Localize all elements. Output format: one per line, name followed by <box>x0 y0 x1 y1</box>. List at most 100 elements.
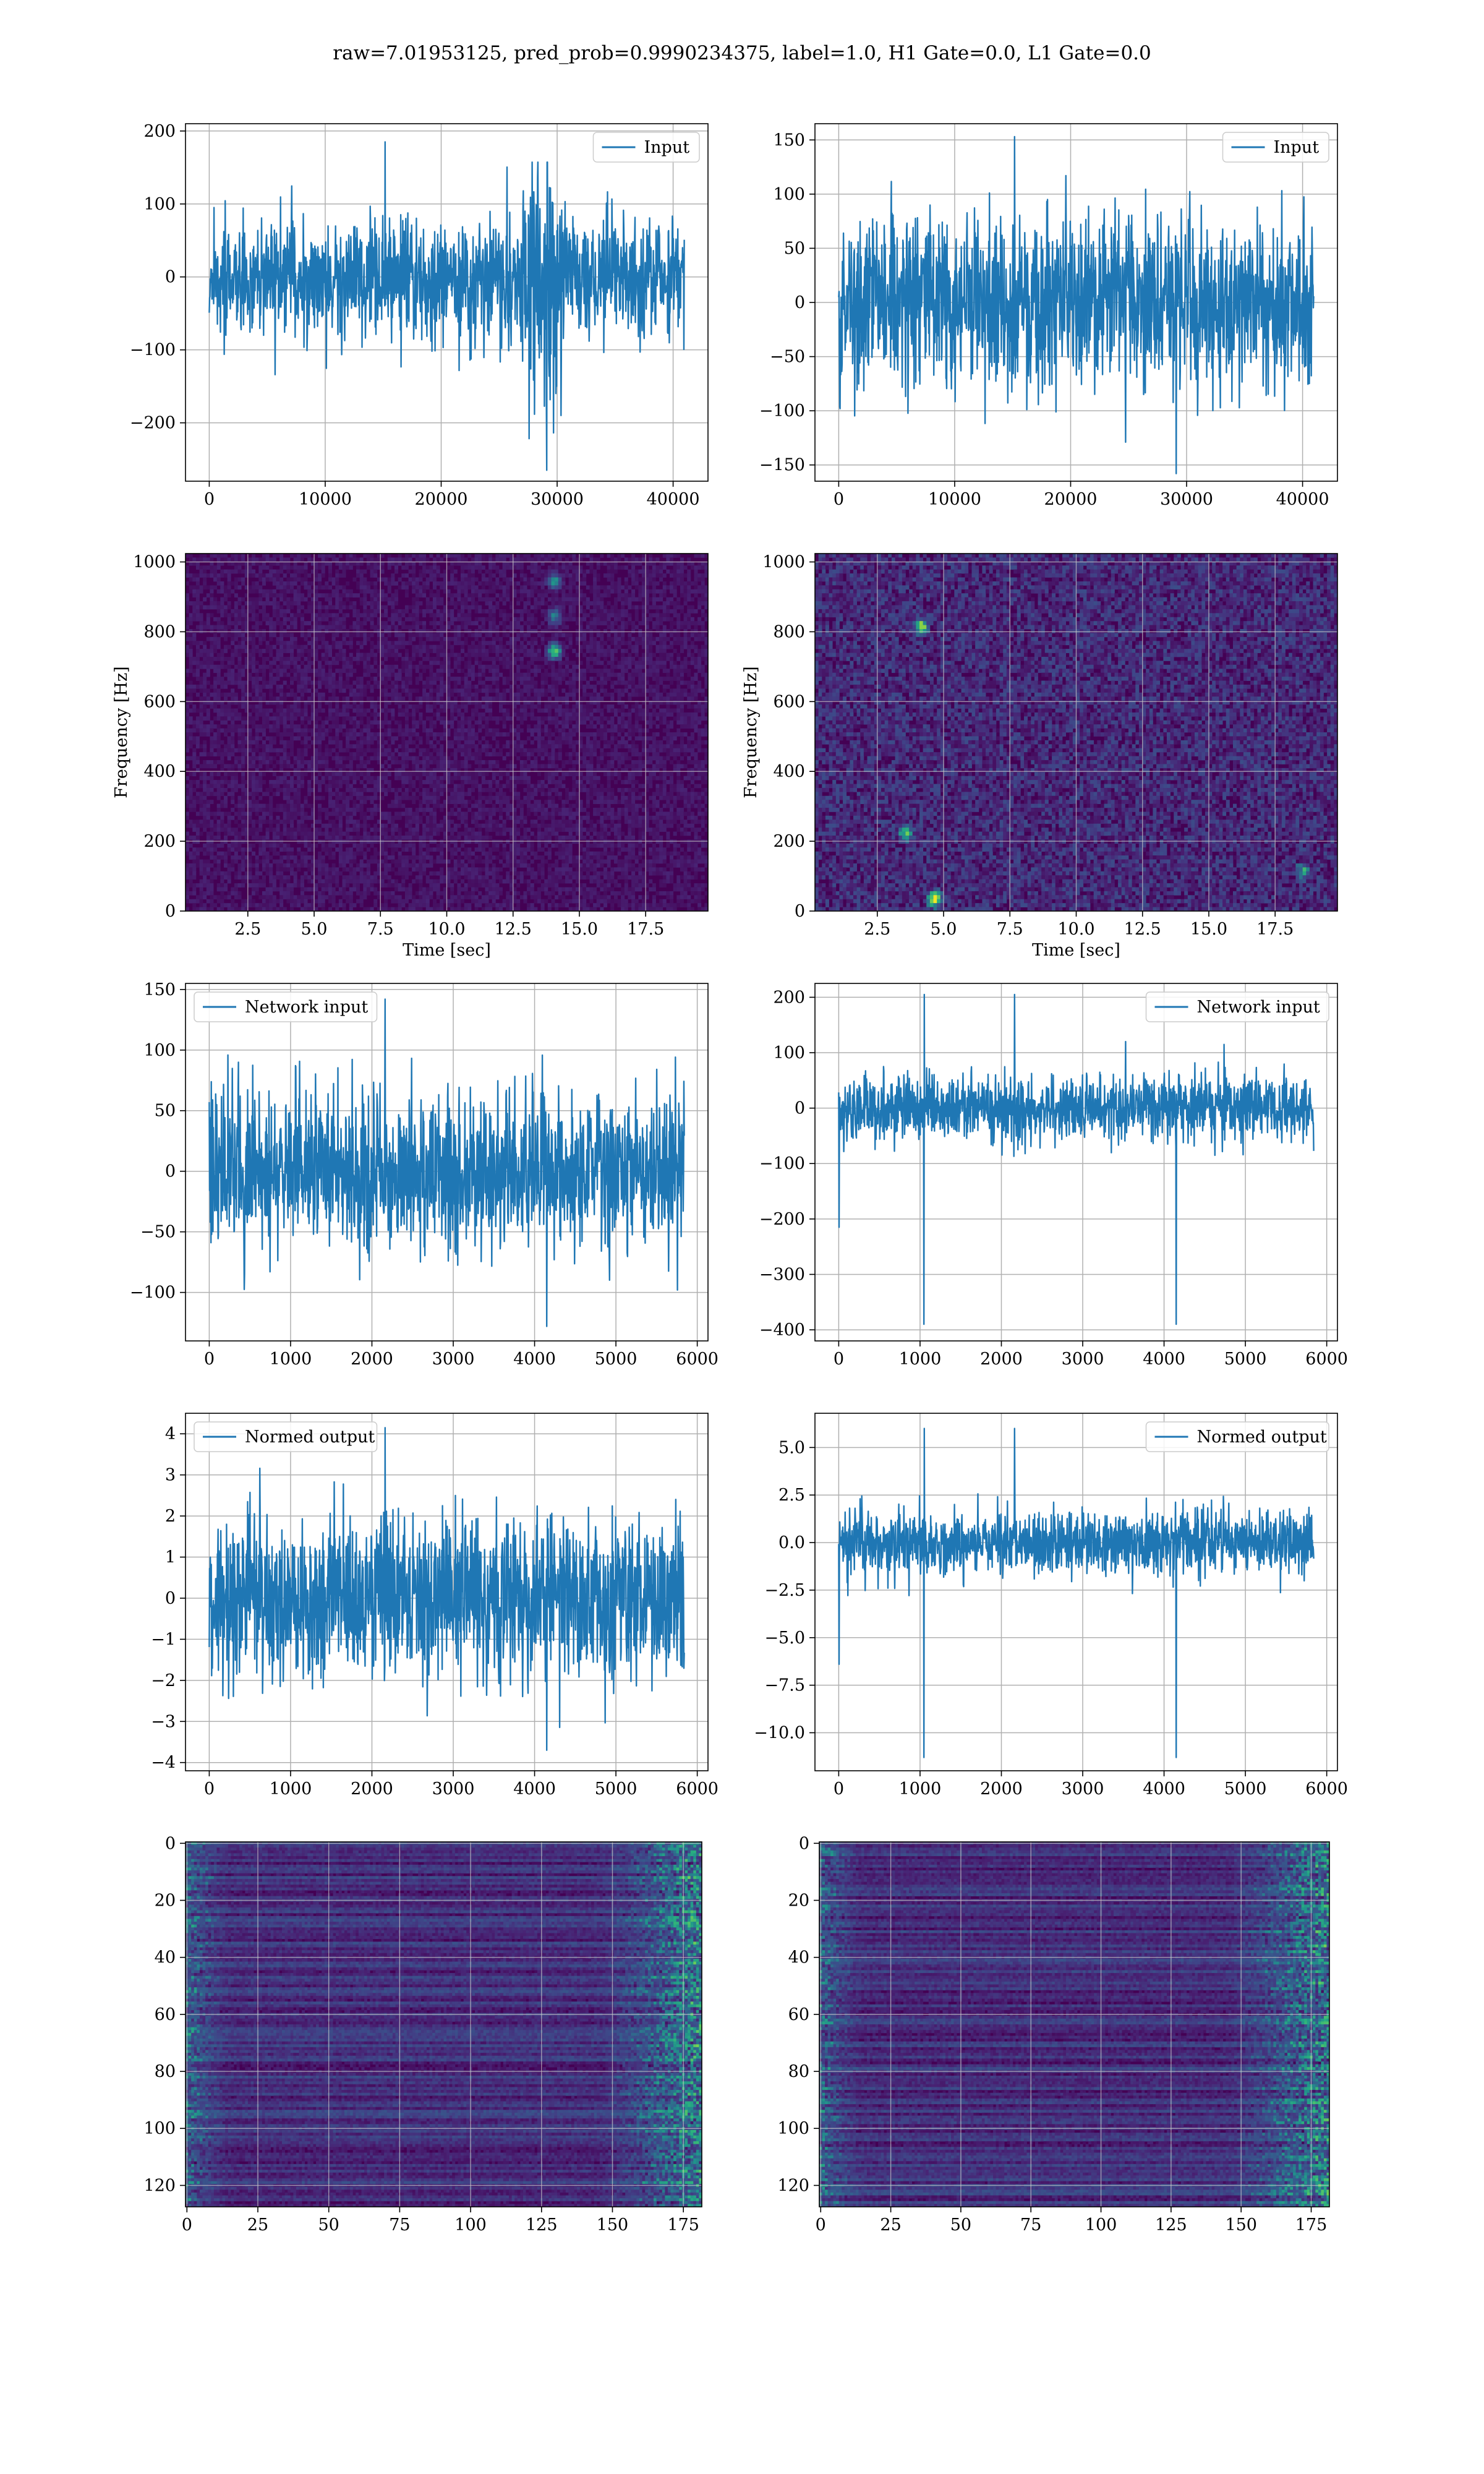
x-tick-label: 100 <box>454 2215 487 2235</box>
x-tick-label: 6000 <box>1305 1350 1348 1369</box>
y-tick-label: 800 <box>773 622 805 641</box>
y-tick-label: 600 <box>773 692 805 711</box>
x-tick-label: 20000 <box>415 490 468 509</box>
plot-area <box>815 554 1337 911</box>
y-tick-label: −1 <box>151 1630 176 1649</box>
y-tick-label: 200 <box>773 988 805 1007</box>
x-tick-label: 10.0 <box>1057 920 1094 939</box>
plot-area <box>186 124 708 481</box>
y-tick-label: −100 <box>759 1154 805 1173</box>
y-tick-label: −4 <box>151 1753 176 1773</box>
plot-area <box>186 1842 702 2207</box>
x-tick-label: 6000 <box>1305 1779 1348 1799</box>
y-tick-label: 60 <box>155 2005 176 2024</box>
y-tick-label: −100 <box>130 1283 176 1303</box>
y-tick-label: 80 <box>155 2062 176 2081</box>
x-tick-label: 2000 <box>351 1350 393 1369</box>
legend-label: Normed output <box>245 1427 375 1447</box>
x-tick-label: 5000 <box>1224 1350 1267 1369</box>
y-tick-label: −150 <box>759 456 805 475</box>
plot-area <box>815 983 1337 1341</box>
y-tick-label: 800 <box>143 622 176 641</box>
y-tick-label: −400 <box>759 1320 805 1340</box>
y-tick-label: 1 <box>165 1548 176 1567</box>
plot-area <box>815 1413 1337 1771</box>
series-line <box>209 142 684 471</box>
y-tick-label: 150 <box>773 131 805 150</box>
x-tick-label: 15.0 <box>1190 920 1227 939</box>
series-line <box>209 999 684 1327</box>
chart-l1-network-input: 0 1000 2000 3000 4000 5000 6000−400−300−200−10… <box>759 983 1348 1369</box>
plot-area <box>186 554 708 911</box>
y-tick-label: 100 <box>777 2119 809 2138</box>
x-tick-label: 150 <box>1225 2215 1257 2235</box>
x-tick-label: 4000 <box>1143 1779 1185 1799</box>
y-tick-label: 200 <box>143 832 176 851</box>
y-tick-label: 2 <box>165 1507 176 1526</box>
x-tick-label: 4000 <box>513 1779 556 1799</box>
x-tick-label: 100 <box>1085 2215 1117 2235</box>
x-tick-label: 17.5 <box>627 920 664 939</box>
chart-h1-spectrogram: 2.5 5.0 7.5 10.0 12.5 15.0 17.5020040060080010… <box>112 553 708 960</box>
chart-l1-input: 0 10000 20000 30000 40000−150−100−5005010015… <box>759 124 1337 509</box>
axes-frame <box>815 1413 1337 1771</box>
x-tick-label: 0 <box>816 2215 826 2235</box>
x-tick-label: 3000 <box>1062 1350 1104 1369</box>
x-tick-label: 2.5 <box>234 920 261 939</box>
y-tick-label: −5.0 <box>764 1629 805 1648</box>
x-tick-label: 25 <box>880 2215 901 2235</box>
chart-h1-input: 0 10000 20000 30000 40000−200−1000100200Inpu… <box>130 122 708 509</box>
legend-label: Input <box>1274 138 1320 157</box>
x-tick-label: 2.5 <box>864 920 890 939</box>
x-tick-label: 10000 <box>928 490 981 509</box>
x-tick-label: 125 <box>1155 2215 1187 2235</box>
legend-label: Network input <box>245 998 368 1017</box>
y-axis-label: Frequency [Hz] <box>112 666 131 798</box>
chart-l1-normed-output: 0 1000 2000 3000 4000 5000 6000−10.0−7.5−5.0−2… <box>754 1413 1348 1799</box>
series-line <box>209 1427 684 1750</box>
x-tick-label: 7.5 <box>997 920 1023 939</box>
y-tick-label: 120 <box>777 2176 809 2195</box>
y-tick-label: 100 <box>143 1041 176 1060</box>
legend-label: Normed output <box>1197 1427 1327 1447</box>
y-tick-label: 1000 <box>133 553 176 572</box>
x-tick-label: 0 <box>834 1350 844 1369</box>
y-tick-label: 40 <box>155 1948 176 1967</box>
x-tick-label: 5000 <box>595 1779 638 1799</box>
x-tick-label: 12.5 <box>495 920 532 939</box>
x-tick-label: 1000 <box>899 1350 942 1369</box>
y-tick-label: 60 <box>788 2005 809 2024</box>
y-tick-label: 0 <box>799 1834 809 1853</box>
x-tick-label: 50 <box>318 2215 339 2235</box>
y-tick-label: −100 <box>130 341 176 360</box>
x-tick-label: 6000 <box>676 1779 719 1799</box>
x-axis-label: Time [sec] <box>403 941 491 960</box>
x-tick-label: 30000 <box>1160 490 1213 509</box>
x-tick-label: 1000 <box>270 1350 312 1369</box>
y-tick-label: 0 <box>165 1589 176 1608</box>
axes-frame <box>815 983 1337 1341</box>
y-tick-label: 100 <box>773 185 805 204</box>
x-tick-label: 40000 <box>647 490 700 509</box>
x-tick-label: 0 <box>204 1350 215 1369</box>
y-tick-label: 40 <box>788 1948 809 1967</box>
x-tick-label: 75 <box>389 2215 410 2235</box>
plot-area <box>186 983 708 1341</box>
series-line <box>838 137 1313 474</box>
y-tick-label: 150 <box>143 980 176 999</box>
y-tick-label: 2.5 <box>778 1486 805 1505</box>
y-tick-label: 50 <box>155 1102 176 1121</box>
x-tick-label: 150 <box>597 2215 629 2235</box>
y-tick-label: 100 <box>143 195 176 214</box>
y-tick-label: 100 <box>143 2119 176 2138</box>
x-tick-label: 5.0 <box>301 920 328 939</box>
chart-l1-spectrogram: 2.5 5.0 7.5 10.0 12.5 15.0 17.5020040060080010… <box>741 553 1337 960</box>
x-tick-label: 4000 <box>513 1350 556 1369</box>
y-tick-label: 0 <box>165 902 176 921</box>
x-tick-label: 3000 <box>432 1350 475 1369</box>
x-tick-label: 75 <box>1020 2215 1041 2235</box>
y-tick-label: 400 <box>143 762 176 781</box>
x-tick-label: 175 <box>667 2215 699 2235</box>
x-tick-label: 0 <box>834 490 844 509</box>
